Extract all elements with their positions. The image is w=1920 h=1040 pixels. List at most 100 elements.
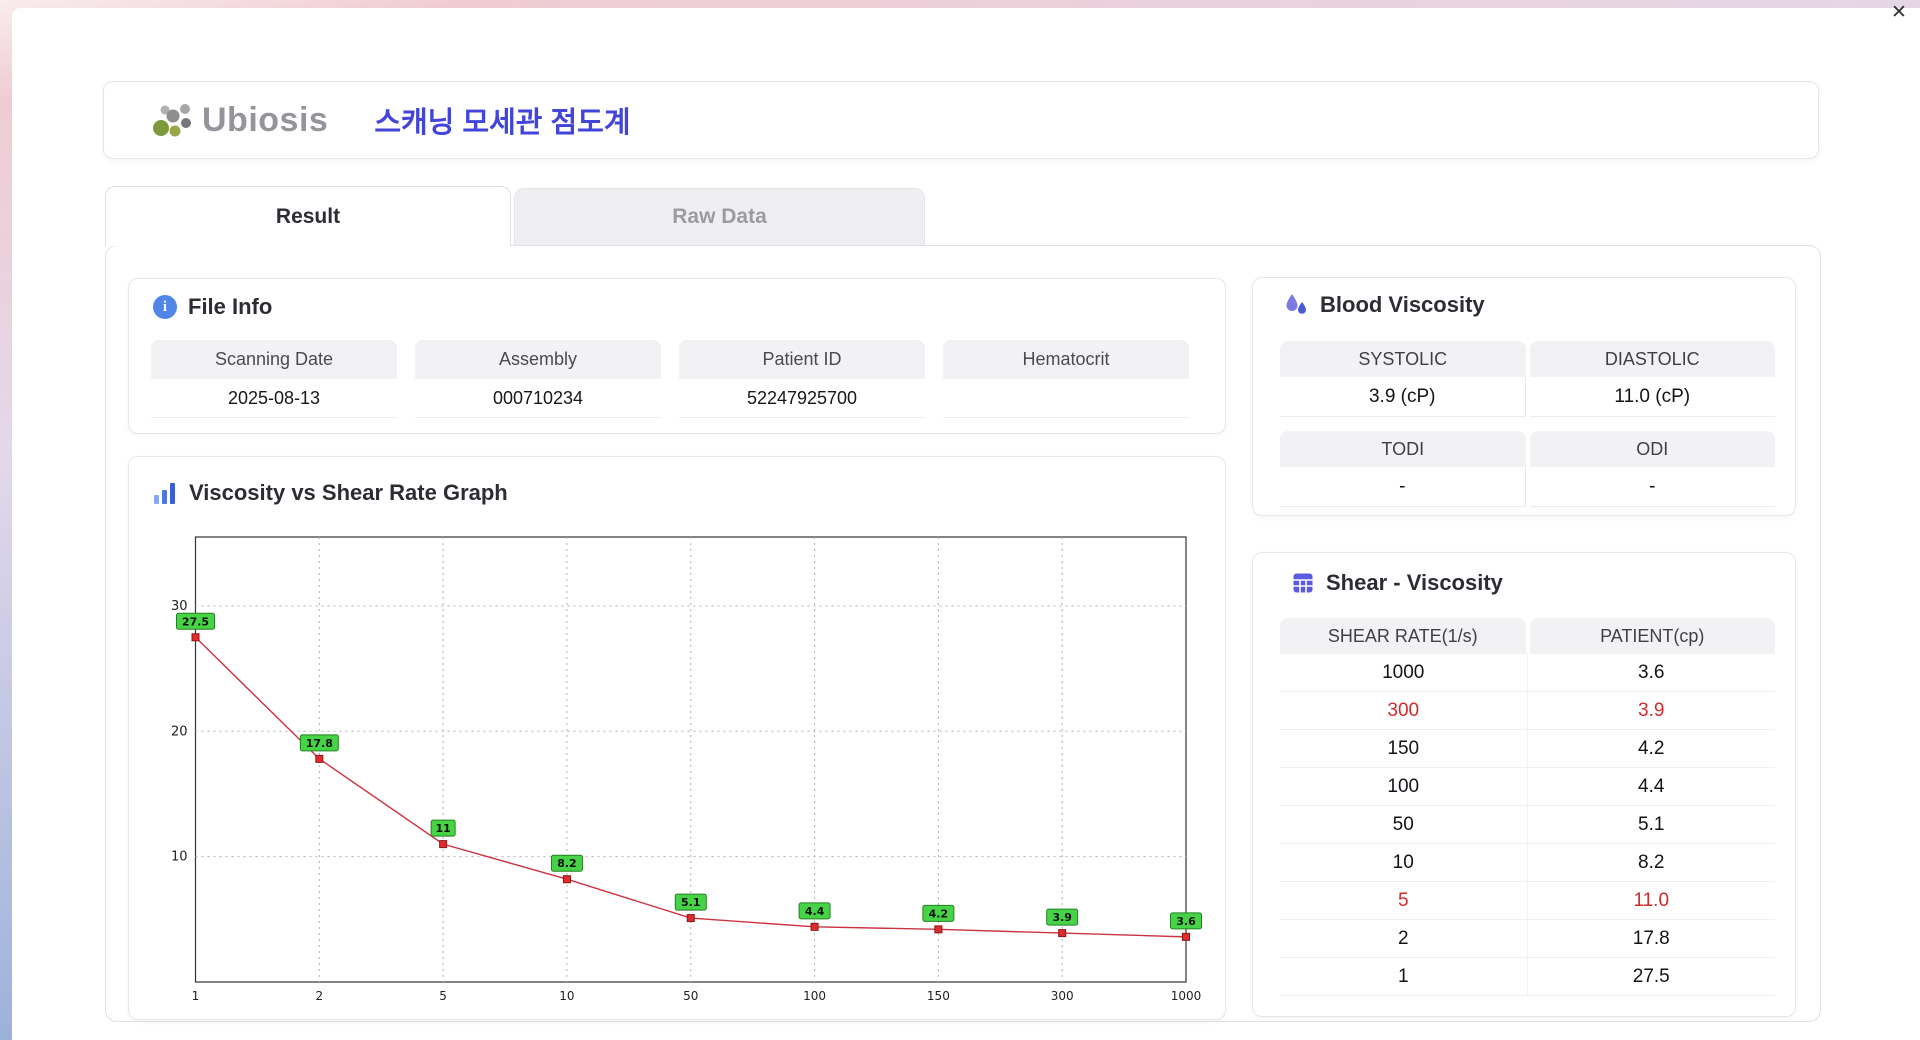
svg-text:17.8: 17.8	[306, 737, 333, 750]
patient-value-cell: 3.9	[1638, 699, 1665, 721]
svg-text:10: 10	[171, 850, 188, 865]
field-value: 52247925700	[679, 379, 925, 418]
shear-table-row: 2 17.8	[1280, 920, 1775, 958]
field-label: Hematocrit	[943, 340, 1189, 379]
viscosity-graph-card: Viscosity vs Shear Rate Graph 10 20 30 1 2 5 1…	[128, 456, 1226, 1020]
bv-value-systolic: 3.9 (cP)	[1280, 377, 1526, 417]
shear-viscosity-title: Shear - Viscosity	[1326, 570, 1503, 595]
bv-header-todi: TODI	[1280, 431, 1526, 467]
svg-text:50: 50	[683, 989, 698, 1003]
bv-header-odi: ODI	[1529, 431, 1775, 467]
shear-rate-cell: 300	[1280, 692, 1528, 729]
shear-table-row: 10 8.2	[1280, 844, 1775, 882]
bv-value-todi: -	[1280, 467, 1526, 507]
viscosity-chart: 10 20 30 1 2 5 10 50 100 150 300 1000 27.5 17.8 11 8.2 5…	[171, 536, 1202, 1003]
svg-text:5: 5	[439, 989, 447, 1003]
patient-value-cell: 8.2	[1638, 851, 1665, 873]
app-window: Ubiosis 스캐닝 모세관 점도계 Result Raw Data i Fi…	[12, 8, 1920, 1040]
tab-raw-data[interactable]: Raw Data	[514, 188, 925, 245]
blood-viscosity-title: Blood Viscosity	[1320, 292, 1485, 317]
shear-table-header: SHEAR RATE(1/s) PATIENT(cp)	[1280, 618, 1775, 654]
file-info-field: Patient ID 52247925700	[679, 340, 925, 418]
bv-spacer	[1280, 417, 1775, 431]
shear-table-column-patient: PATIENT(cp)	[1529, 618, 1775, 654]
shear-rate-cell: 100	[1280, 768, 1528, 805]
file-info-title: File Info	[188, 294, 273, 319]
droplets-icon	[1286, 294, 1306, 314]
svg-text:1: 1	[192, 989, 200, 1003]
shear-table-row: 5 11.0	[1280, 882, 1775, 920]
field-value: 2025-08-13	[151, 379, 397, 418]
patient-value-cell: 27.5	[1632, 965, 1670, 987]
shear-rate-cell: 50	[1280, 806, 1528, 843]
blood-viscosity-header: Blood Viscosity	[1283, 292, 1485, 318]
svg-text:27.5: 27.5	[182, 615, 209, 628]
svg-text:100: 100	[803, 989, 826, 1003]
tab-raw-data-label: Raw Data	[672, 205, 767, 228]
shear-table: SHEAR RATE(1/s) PATIENT(cp) 1000 3.6 300 …	[1280, 618, 1775, 996]
patient-value-cell: 17.8	[1632, 927, 1670, 949]
svg-text:8.2: 8.2	[557, 857, 577, 870]
table-grid-icon	[1293, 573, 1313, 593]
svg-text:1000: 1000	[1171, 989, 1202, 1003]
file-info-card: i File Info Scanning Date 2025-08-13 Ass…	[128, 278, 1226, 434]
ubiosis-logo-text: Ubiosis	[202, 100, 329, 139]
app-header: Ubiosis 스캐닝 모세관 점도계	[103, 81, 1819, 159]
patient-value-cell: 4.4	[1638, 775, 1665, 797]
file-info-field: Hematocrit	[943, 340, 1189, 418]
shear-table-row: 1 27.5	[1280, 958, 1775, 996]
field-label: Patient ID	[679, 340, 925, 379]
info-icon: i	[153, 295, 177, 319]
ubiosis-logo-icon	[153, 104, 191, 137]
shear-rate-cell: 1	[1280, 958, 1528, 995]
bv-header-diastolic: DIASTOLIC	[1529, 341, 1775, 377]
graph-title: Viscosity vs Shear Rate Graph	[189, 480, 508, 505]
result-panel: i File Info Scanning Date 2025-08-13 Ass…	[105, 245, 1821, 1022]
shear-viscosity-header: Shear - Viscosity	[1291, 570, 1503, 596]
shear-table-row: 100 4.4	[1280, 768, 1775, 806]
shear-rate-cell: 2	[1280, 920, 1528, 957]
svg-text:3.9: 3.9	[1052, 911, 1072, 924]
svg-text:5.1: 5.1	[681, 896, 701, 909]
bv-value-odi: -	[1529, 467, 1775, 507]
svg-text:11: 11	[435, 822, 450, 835]
file-info-field: Scanning Date 2025-08-13	[151, 340, 397, 418]
svg-text:4.2: 4.2	[929, 907, 949, 920]
field-value	[943, 379, 1189, 418]
shear-rate-cell: 5	[1280, 882, 1528, 919]
shear-rate-cell: 1000	[1280, 654, 1528, 691]
file-info-fields: Scanning Date 2025-08-13 Assembly 000710…	[151, 340, 1189, 418]
patient-value-cell: 4.2	[1638, 737, 1665, 759]
field-value: 000710234	[415, 379, 661, 418]
shear-table-row: 50 5.1	[1280, 806, 1775, 844]
shear-table-row: 300 3.9	[1280, 692, 1775, 730]
blood-viscosity-card: Blood Viscosity SYSTOLIC DIASTOLIC 3.9 (c…	[1252, 277, 1796, 516]
shear-table-row: 1000 3.6	[1280, 654, 1775, 692]
svg-text:4.4: 4.4	[805, 905, 825, 918]
svg-text:20: 20	[171, 724, 188, 739]
bv-header-systolic: SYSTOLIC	[1280, 341, 1526, 377]
field-label: Scanning Date	[151, 340, 397, 379]
bv-value-diastolic: 11.0 (cP)	[1529, 377, 1775, 417]
tab-result[interactable]: Result	[105, 186, 511, 246]
ubiosis-logo: Ubiosis	[152, 100, 328, 140]
shear-table-row: 150 4.2	[1280, 730, 1775, 768]
patient-value-cell: 5.1	[1638, 813, 1665, 835]
window-close-button[interactable]: ✕	[1886, 1, 1912, 25]
patient-value-cell: 11.0	[1633, 889, 1670, 911]
shear-table-body: 1000 3.6 300 3.9 150 4.2 100 4.4 50 5.1 …	[1280, 654, 1775, 996]
svg-text:3.6: 3.6	[1176, 915, 1196, 928]
shear-rate-cell: 10	[1280, 844, 1528, 881]
file-info-header: i File Info	[153, 294, 272, 320]
svg-text:300: 300	[1051, 989, 1074, 1003]
app-title: 스캐닝 모세관 점도계	[374, 107, 631, 139]
graph-header: Viscosity vs Shear Rate Graph	[154, 480, 508, 506]
shear-rate-cell: 150	[1280, 730, 1528, 767]
svg-text:2: 2	[315, 989, 323, 1003]
svg-text:10: 10	[559, 989, 574, 1003]
patient-value-cell: 3.6	[1638, 661, 1665, 683]
bar-chart-icon	[154, 482, 178, 504]
shear-viscosity-card: Shear - Viscosity SHEAR RATE(1/s) PATIENT…	[1252, 552, 1796, 1017]
svg-text:30: 30	[171, 599, 188, 614]
